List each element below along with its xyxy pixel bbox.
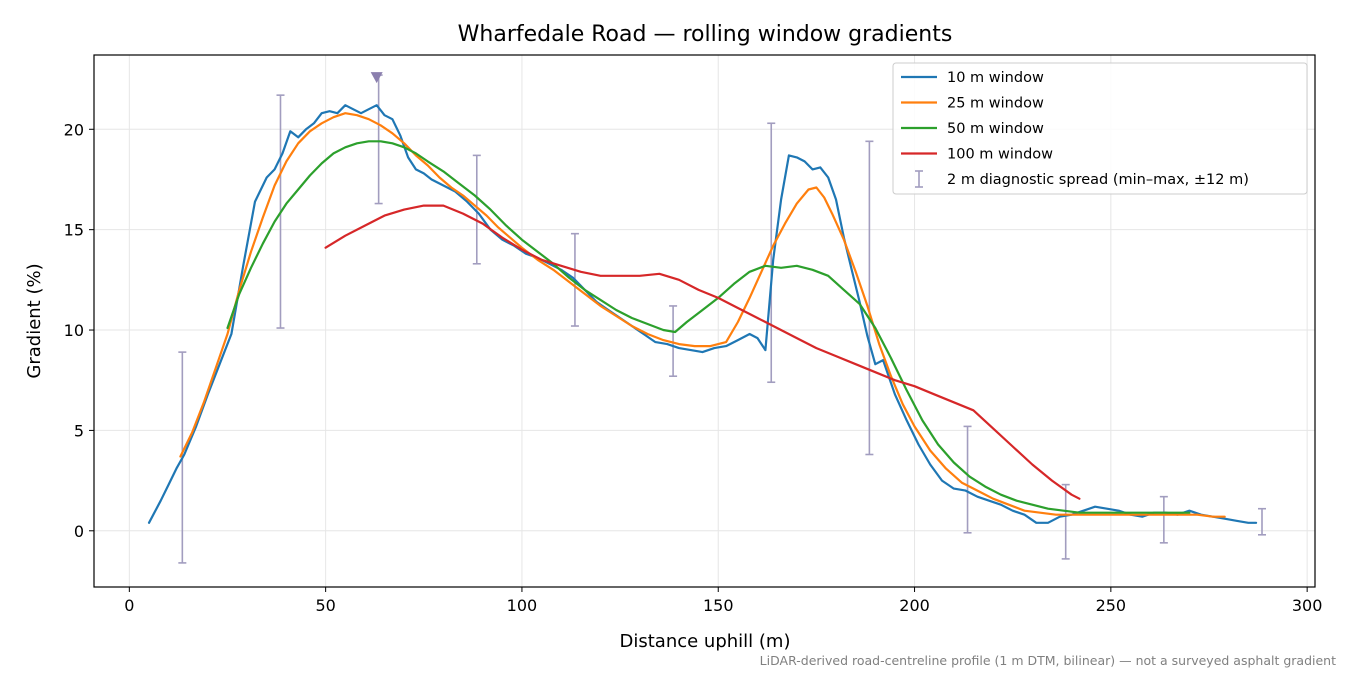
x-tick-label: 0 — [124, 596, 134, 615]
error-bar — [472, 154, 481, 265]
y-tick-label: 15 — [64, 221, 84, 240]
legend-label-3: 50 m window — [947, 121, 1044, 137]
series-line-4 — [324, 204, 1081, 500]
legend-label-5: 2 m diagnostic spread (min–max, ±12 m) — [947, 172, 1249, 188]
y-tick-label: 5 — [74, 421, 84, 440]
y-tick-label: 10 — [64, 321, 84, 340]
legend-label-2: 25 m window — [947, 96, 1044, 112]
legend-label-1: 10 m window — [947, 70, 1044, 86]
error-bar — [767, 122, 776, 384]
plot-frame — [93, 54, 1316, 588]
x-tick-label: 200 — [899, 596, 930, 615]
axis-ticks: 0 50 100 150 200 250 300 0 5 10 15 20 — [64, 120, 1323, 615]
footnote: LiDAR-derived road-centreline profile (1… — [760, 653, 1336, 668]
error-bar — [1257, 507, 1266, 536]
chart-title: Wharfedale Road — rolling window gradien… — [458, 22, 953, 47]
error-bar — [669, 305, 678, 378]
x-tick-label: 50 — [315, 596, 335, 615]
series-line-3 — [226, 140, 1191, 514]
y-tick-label: 0 — [74, 522, 84, 541]
error-bar — [1061, 483, 1070, 560]
series-line-1 — [147, 104, 1258, 524]
triangle-down-marker — [370, 72, 383, 84]
y-tick-label: 20 — [64, 120, 84, 139]
x-tick-label: 250 — [1096, 596, 1127, 615]
y-axis-label: Gradient (%) — [24, 263, 45, 378]
x-tick-label: 300 — [1292, 596, 1323, 615]
x-axis-label: Distance uphill (m) — [620, 631, 791, 652]
error-bar — [963, 425, 972, 534]
x-tick-label: 100 — [507, 596, 538, 615]
marker — [370, 72, 383, 84]
legend: 10 m window 25 m window 50 m window 100 m w… — [892, 62, 1308, 195]
legend-box — [892, 62, 1308, 195]
x-tick-label: 150 — [703, 596, 734, 615]
series-lines — [147, 104, 1258, 524]
series-line-2 — [179, 112, 1226, 518]
error-bar — [865, 140, 874, 456]
error-bar — [1159, 495, 1168, 544]
error-bar — [374, 74, 383, 205]
legend-label-4: 100 m window — [947, 147, 1053, 163]
